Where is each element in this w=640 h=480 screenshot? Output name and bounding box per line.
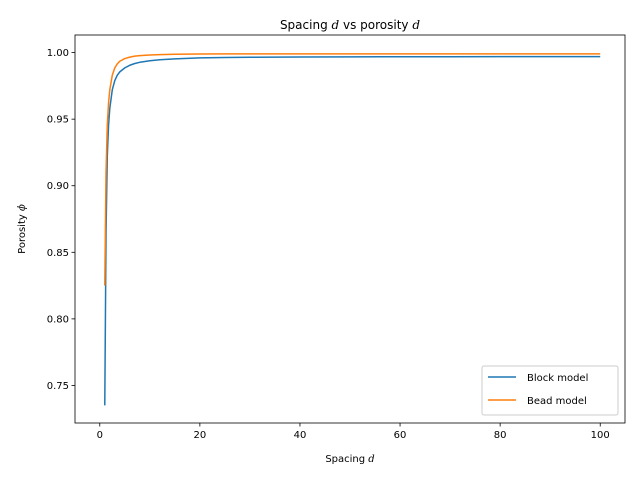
x-tick-label: 80: [494, 430, 507, 441]
y-tick-label: 0.85: [47, 248, 69, 259]
x-tick-label: 60: [394, 430, 407, 441]
legend-label-block-model: Block model: [527, 373, 588, 384]
y-tick-label: 0.75: [47, 381, 69, 392]
legend-label-bead-model: Bead model: [527, 396, 587, 407]
plot-series: [104, 53, 601, 406]
y-axis: 0.75 0.80 0.85 0.90 0.95 1.00: [47, 48, 75, 392]
chart-title: Spacing d vs porosity d: [280, 18, 420, 32]
x-tick-label: 40: [294, 430, 307, 441]
legend-box: [481, 365, 619, 416]
x-tick-label: 0: [97, 430, 103, 441]
x-axis-label: Spacing d: [325, 454, 374, 465]
x-tick-label: 20: [193, 430, 206, 441]
y-axis-label: Porosity ϕ: [17, 204, 28, 254]
y-tick-label: 0.95: [47, 115, 69, 126]
y-tick-label: 0.80: [47, 314, 69, 325]
x-tick-label: 100: [591, 430, 610, 441]
legend: Block model Bead model: [481, 365, 619, 416]
series-line-bead-model: [104, 53, 601, 286]
plot-frame: [74, 34, 626, 424]
x-axis: 0 20 40 60 80 100: [97, 423, 610, 441]
series-line-block-model: [104, 55, 601, 406]
y-tick-label: 1.00: [47, 48, 69, 59]
y-tick-label: 0.90: [47, 181, 69, 192]
